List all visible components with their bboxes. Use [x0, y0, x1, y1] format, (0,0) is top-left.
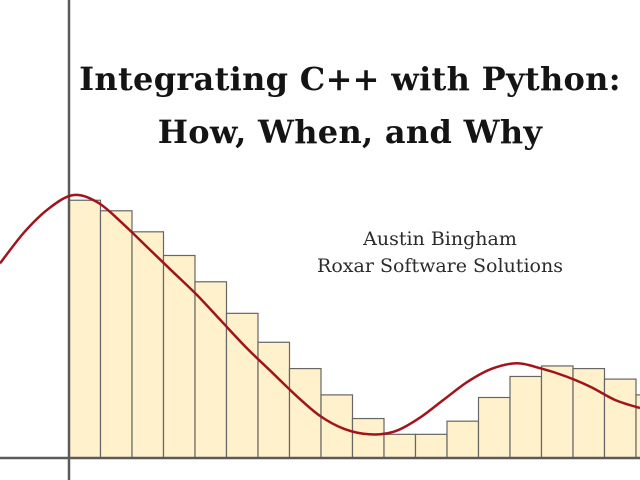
riemann-bar: [162, 254, 196, 459]
riemann-bar: [477, 396, 511, 459]
title-line-1: Integrating C++ with Python:: [79, 60, 621, 98]
riemann-bar: [603, 378, 637, 459]
title-line-2: How, When, and Why: [157, 113, 543, 151]
riemann-bar: [540, 365, 574, 459]
riemann-bar: [414, 433, 448, 459]
riemann-bar: [131, 231, 165, 459]
riemann-bar: [351, 417, 385, 459]
riemann-bars: [68, 199, 640, 459]
function-curve: [0, 193, 640, 436]
riemann-bar: [257, 341, 291, 459]
riemann-bar: [446, 420, 480, 459]
riemann-bar: [99, 210, 133, 459]
riemann-bar: [509, 375, 543, 459]
company-name: Roxar Software Solutions: [317, 255, 563, 277]
riemann-bar: [383, 433, 417, 459]
riemann-bar: [68, 199, 102, 459]
author-name: Austin Bingham: [363, 228, 517, 250]
riemann-bar: [225, 312, 259, 459]
riemann-bar: [635, 394, 640, 459]
